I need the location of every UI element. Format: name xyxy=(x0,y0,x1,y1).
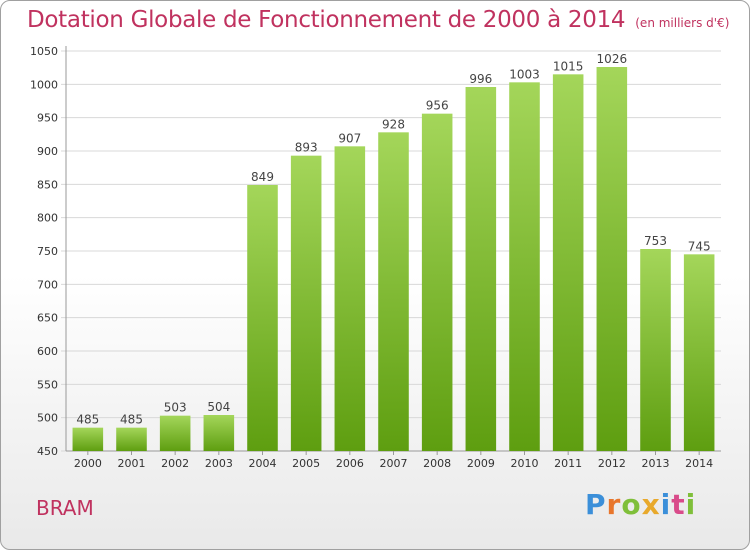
y-tick-label: 450 xyxy=(37,445,58,458)
data-label: 753 xyxy=(644,234,667,248)
logo-letter: t xyxy=(671,488,686,521)
chart-title-text: Dotation Globale de Fonctionnement de 20… xyxy=(27,7,626,33)
commune-name: BRAM xyxy=(36,496,94,520)
bar xyxy=(421,113,453,452)
chart-title: Dotation Globale de Fonctionnement de 20… xyxy=(27,7,729,33)
data-label: 504 xyxy=(207,400,230,414)
bar xyxy=(290,155,322,451)
logo-letter: P xyxy=(585,488,607,521)
data-label: 1026 xyxy=(597,52,628,66)
x-tick-label: 2010 xyxy=(511,457,539,470)
bar xyxy=(334,146,366,452)
x-tick-label: 2003 xyxy=(205,457,233,470)
y-tick-label: 600 xyxy=(37,345,58,358)
bar xyxy=(159,415,191,451)
logo-letter: r xyxy=(606,488,622,521)
logo-letter: i xyxy=(685,488,697,521)
data-label: 956 xyxy=(426,99,449,113)
y-tick-label: 1000 xyxy=(30,78,58,91)
x-tick-label: 2005 xyxy=(292,457,320,470)
data-label: 996 xyxy=(469,72,492,86)
bar xyxy=(116,427,147,451)
x-tick-label: 2009 xyxy=(467,457,495,470)
bar xyxy=(509,82,540,451)
x-tick-label: 2001 xyxy=(118,457,146,470)
x-tick-label: 2002 xyxy=(161,457,189,470)
x-tick-label: 2000 xyxy=(74,457,102,470)
data-label: 928 xyxy=(382,117,405,131)
data-label: 485 xyxy=(76,413,99,427)
data-label: 745 xyxy=(688,239,711,253)
y-tick-label: 950 xyxy=(37,112,58,125)
data-label: 907 xyxy=(338,131,361,145)
y-tick-label: 900 xyxy=(37,145,58,158)
x-tick-label: 2008 xyxy=(423,457,451,470)
bar xyxy=(72,427,104,451)
proxiti-logo: Proxiti xyxy=(585,488,696,521)
x-tick-label: 2004 xyxy=(249,457,277,470)
x-tick-label: 2011 xyxy=(554,457,582,470)
y-tick-label: 500 xyxy=(37,412,58,425)
y-tick-label: 800 xyxy=(37,212,58,225)
bar xyxy=(378,132,409,452)
data-label: 893 xyxy=(295,141,318,155)
y-tick-label: 750 xyxy=(37,245,58,258)
y-tick-label: 550 xyxy=(37,378,58,391)
data-label: 485 xyxy=(120,413,143,427)
logo-letter: o xyxy=(621,488,642,521)
x-tick-label: 2006 xyxy=(336,457,364,470)
y-tick-label: 850 xyxy=(37,178,58,191)
bar xyxy=(683,254,715,451)
x-tick-label: 2007 xyxy=(380,457,408,470)
y-tick-label: 1050 xyxy=(30,45,58,58)
data-label: 849 xyxy=(251,170,274,184)
data-label: 1015 xyxy=(553,59,584,73)
bar xyxy=(247,185,278,451)
data-label: 1003 xyxy=(509,67,540,81)
bar xyxy=(465,87,497,451)
x-tick-label: 2012 xyxy=(598,457,626,470)
data-label: 503 xyxy=(164,401,187,415)
bar xyxy=(640,249,671,451)
bar xyxy=(552,74,584,451)
chart-unit: (en milliers d'€) xyxy=(635,16,730,30)
y-tick-label: 650 xyxy=(37,312,58,325)
x-tick-label: 2014 xyxy=(685,457,713,470)
logo-letter: i xyxy=(660,488,672,521)
bar xyxy=(596,67,628,451)
y-tick-label: 700 xyxy=(37,278,58,291)
bar xyxy=(203,415,235,451)
x-tick-label: 2013 xyxy=(642,457,670,470)
logo-letter: x xyxy=(641,488,661,521)
